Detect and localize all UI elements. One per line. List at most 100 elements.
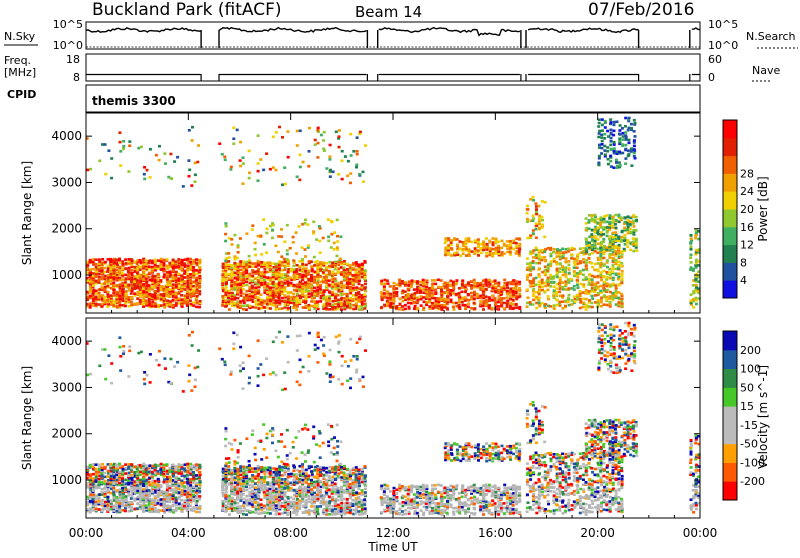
- velocity-cell: [92, 501, 95, 504]
- power-cell: [121, 278, 124, 281]
- power-cell: [107, 291, 110, 294]
- power-cell: [333, 242, 336, 245]
- velocity-cell: [97, 484, 100, 487]
- power-cell: [612, 166, 615, 169]
- power-cell: [452, 283, 455, 286]
- velocity-cell: [127, 479, 130, 482]
- power-cell: [224, 222, 227, 225]
- power-cell: [281, 136, 284, 139]
- power-cell: [89, 306, 92, 309]
- velocity-cell: [109, 463, 112, 466]
- power-cell: [307, 273, 310, 276]
- power-cell: [529, 273, 532, 276]
- power-cell: [313, 276, 316, 279]
- power-cell: [166, 258, 169, 261]
- power-cell: [384, 282, 387, 285]
- power-cell: [425, 290, 428, 293]
- power-cell: [567, 297, 570, 300]
- power-cell: [319, 300, 322, 303]
- power-cell: [601, 143, 604, 146]
- colorbar-tick-label: 12: [740, 239, 754, 252]
- power-cell: [104, 261, 107, 264]
- power-cell: [532, 293, 535, 296]
- power-cell: [221, 304, 224, 307]
- power-cell: [358, 270, 361, 273]
- power-cell: [623, 248, 626, 251]
- power-cell: [416, 288, 419, 291]
- power-cell: [588, 219, 591, 222]
- power-cell: [399, 303, 402, 306]
- power-cell: [101, 264, 104, 267]
- power-cell: [434, 289, 437, 292]
- power-cell: [188, 175, 191, 178]
- power-cell: [456, 244, 459, 247]
- velocity-cell: [131, 477, 134, 480]
- power-cell: [599, 255, 602, 258]
- power-cell: [532, 260, 535, 263]
- power-cell: [337, 284, 340, 287]
- power-cell: [573, 266, 576, 269]
- power-cell: [541, 286, 544, 289]
- power-cell: [251, 228, 254, 231]
- colorbar-segment: [723, 173, 737, 191]
- power-cell: [325, 262, 328, 265]
- power-cell: [174, 292, 177, 295]
- power-cell: [260, 298, 263, 301]
- velocity-cell: [92, 509, 95, 512]
- power-cell: [177, 273, 180, 276]
- power-cell: [606, 282, 609, 285]
- velocity-cell: [180, 472, 183, 475]
- power-cell: [331, 293, 334, 296]
- power-cell: [272, 269, 275, 272]
- power-cell: [590, 233, 593, 236]
- power-cell: [538, 249, 541, 252]
- power-cell: [198, 259, 201, 262]
- power-cell: [92, 272, 95, 275]
- power-cell: [567, 301, 570, 304]
- power-cell: [323, 303, 326, 306]
- power-cell: [248, 255, 251, 258]
- power-cell: [306, 223, 309, 226]
- power-cell: [347, 160, 350, 163]
- velocity-cell: [183, 505, 186, 508]
- power-cell: [328, 155, 331, 158]
- power-cell: [104, 173, 107, 176]
- power-cell: [358, 308, 361, 311]
- power-cell: [327, 236, 330, 239]
- velocity-cell: [139, 464, 142, 467]
- power-cell: [89, 259, 92, 262]
- power-cell: [239, 264, 242, 267]
- power-cell: [95, 292, 98, 295]
- power-cell: [477, 254, 480, 257]
- power-cell: [103, 267, 106, 270]
- power-cell: [137, 147, 140, 150]
- power-cell: [180, 267, 183, 270]
- velocity-cell: [136, 507, 139, 510]
- power-cell: [355, 166, 358, 169]
- power-cell: [570, 278, 573, 281]
- velocity-cell: [184, 463, 187, 466]
- power-cell: [612, 277, 615, 280]
- power-cell: [515, 303, 518, 306]
- power-cell: [299, 166, 302, 169]
- power-cell: [425, 279, 428, 282]
- power-cell: [92, 304, 95, 307]
- power-cell: [350, 154, 353, 157]
- velocity-cell: [172, 464, 175, 467]
- power-cell: [349, 278, 352, 281]
- power-cell: [239, 300, 242, 303]
- power-cell: [621, 275, 624, 278]
- power-cell: [467, 299, 470, 302]
- power-cell: [585, 289, 588, 292]
- power-cell: [431, 287, 434, 290]
- power-cell: [275, 263, 278, 266]
- power-cell: [116, 284, 119, 287]
- power-cell: [322, 139, 325, 142]
- power-cell: [628, 139, 631, 142]
- power-cell: [331, 271, 334, 274]
- power-cell: [225, 225, 228, 228]
- power-cell: [231, 300, 234, 303]
- power-cell: [485, 288, 488, 291]
- power-cell: [407, 306, 410, 309]
- power-cell: [199, 300, 202, 303]
